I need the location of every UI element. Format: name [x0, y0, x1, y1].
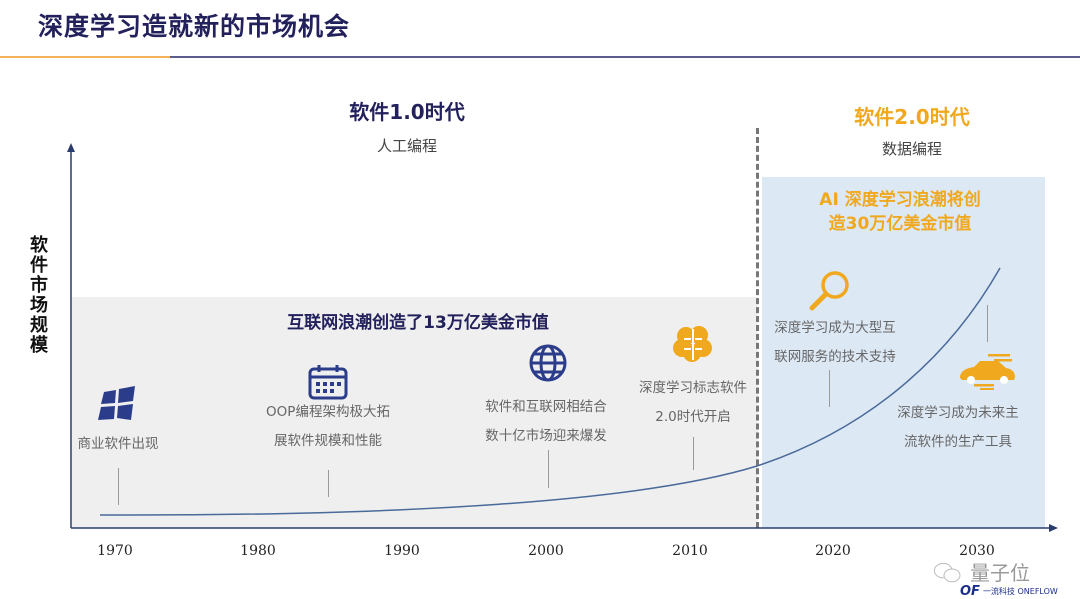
watermark: 量子位: [930, 561, 1050, 585]
milestone-4-tick: [693, 437, 694, 470]
x-axis-arrow: [1049, 524, 1058, 532]
y-axis-arrow: [67, 143, 75, 152]
year-label: 2030: [959, 543, 995, 559]
watermark-text: 量子位: [970, 561, 1030, 585]
milestone-5-text: 深度学习成为大型互 联网服务的技术支持: [774, 320, 896, 365]
milestone-2-text: OOP编程架构极大拓 展软件规模和性能: [266, 404, 390, 449]
title-rule-navy: [170, 56, 1080, 58]
year-label: 1990: [384, 543, 420, 559]
year-label: 1980: [240, 543, 276, 559]
era1-title: 软件1.0时代: [349, 100, 465, 124]
growth-curve: [99, 267, 1001, 516]
era2-background: [762, 177, 1045, 528]
y-axis-label: 软件市场规模: [30, 235, 48, 356]
title-rule-orange: [0, 56, 170, 58]
magnifier-icon: [809, 271, 849, 311]
milestone-6-tick: [987, 305, 988, 342]
wechat-icon: [933, 562, 961, 583]
year-label: 2000: [528, 543, 564, 559]
milestone-3-tick: [548, 450, 549, 488]
globe-icon: [529, 344, 567, 382]
milestone-1-tick: [118, 468, 119, 505]
milestone-6-text: 深度学习成为未来主 流软件的生产工具: [897, 405, 1019, 450]
milestone-3-text: 软件和互联网相结合 数十亿市场迎来爆发: [485, 399, 607, 444]
windows-icon: [98, 386, 135, 420]
slide-title: 深度学习造就新的市场机会: [38, 12, 351, 41]
calendar-icon: [308, 365, 348, 400]
year-label: 2020: [815, 543, 851, 559]
oneflow-logo: OF 一流科技 ONEFLOW: [960, 585, 1058, 599]
milestone-1-text: 商业软件出现: [77, 436, 159, 452]
milestone-4-text: 深度学习标志软件 2.0时代开启: [639, 380, 747, 425]
car-icon: [960, 354, 1015, 390]
era-divider: [756, 128, 759, 528]
era2-headline-2: 造30万亿美金市值: [828, 214, 972, 234]
milestone-5-tick: [829, 370, 830, 407]
era2-headline-1: AI 深度学习浪潮将创: [819, 190, 981, 210]
era1-subtitle: 人工编程: [376, 137, 438, 155]
brain-icon: [673, 326, 712, 362]
year-label: 1970: [97, 543, 133, 559]
era2-subtitle: 数据编程: [881, 140, 943, 158]
oneflow-text: 一流科技 ONEFLOW: [982, 587, 1058, 596]
oneflow-mark: OF: [960, 584, 980, 599]
year-label: 2010: [672, 543, 708, 559]
era1-headline: 互联网浪潮创造了13万亿美金市值: [287, 313, 549, 333]
milestone-2-tick: [328, 470, 329, 497]
era2-title: 软件2.0时代: [854, 105, 970, 129]
